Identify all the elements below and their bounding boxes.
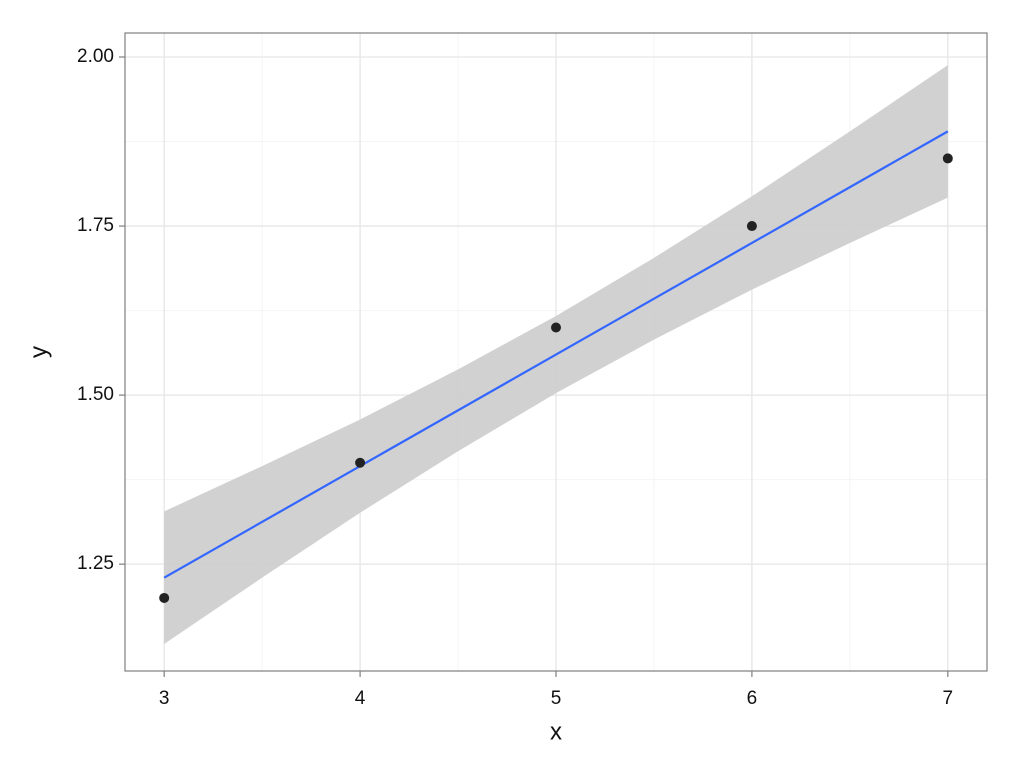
x-tick-label: 7 <box>943 688 954 709</box>
data-point <box>551 322 561 333</box>
plot-layer <box>125 33 987 671</box>
data-point <box>159 592 170 603</box>
y-axis-title: y <box>25 346 52 358</box>
data-point <box>942 153 953 164</box>
y-tick-label: 2.00 <box>77 46 114 67</box>
y-tick-label: 1.50 <box>77 384 114 405</box>
x-axis-title: x <box>550 718 562 745</box>
y-tick-label: 1.75 <box>77 215 114 236</box>
data-point <box>355 457 366 468</box>
x-tick-label: 3 <box>159 688 170 709</box>
data-point <box>746 221 757 232</box>
x-tick-label: 4 <box>355 688 366 709</box>
y-tick-label: 1.25 <box>77 553 114 574</box>
x-tick-label: 6 <box>747 688 758 709</box>
fit-line <box>163 130 949 579</box>
x-tick-label: 5 <box>551 688 562 709</box>
